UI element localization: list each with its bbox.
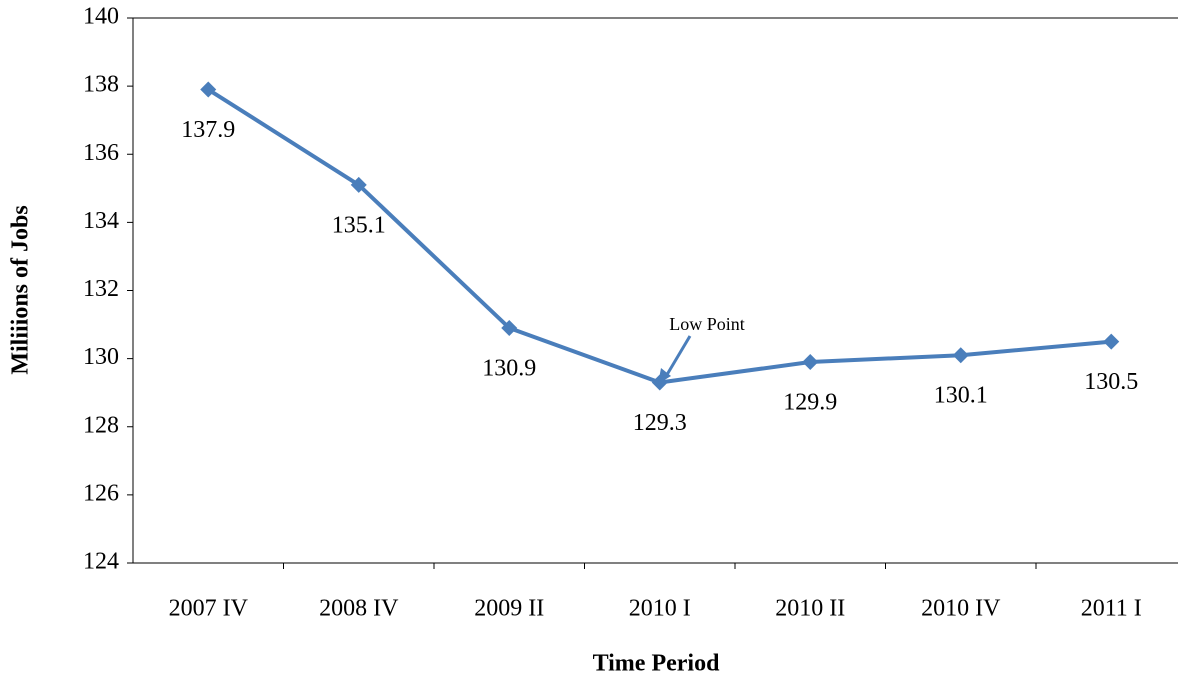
x-tick-label: 2010 II [775, 596, 845, 622]
y-tick-label: 138 [83, 72, 119, 98]
x-tick-label: 2009 II [474, 596, 544, 622]
y-tick-label: 126 [83, 480, 119, 506]
y-tick-label: 128 [83, 412, 119, 438]
data-label: 137.9 [181, 117, 235, 143]
x-tick-label: 2008 IV [319, 596, 399, 622]
x-tick-label: 2011 I [1081, 596, 1142, 622]
y-tick-label: 140 [83, 4, 119, 30]
data-label: 135.1 [332, 212, 386, 238]
marker [350, 176, 367, 193]
data-label: 129.9 [783, 390, 837, 416]
y-tick-label: 136 [83, 140, 119, 166]
x-axis-title: Time Period [593, 651, 721, 677]
data-label: 130.1 [934, 383, 988, 409]
marker [1103, 333, 1120, 350]
marker [200, 81, 217, 98]
annotation: Low Point [669, 314, 745, 334]
y-tick-label: 130 [83, 344, 119, 370]
annotation-arrow [663, 335, 692, 379]
data-label: 129.3 [633, 410, 687, 436]
y-tick-label: 124 [83, 549, 119, 575]
annotation-arrowhead [658, 368, 671, 384]
data-label: 130.5 [1084, 369, 1138, 395]
x-tick-label: 2007 IV [169, 596, 249, 622]
marker [802, 354, 819, 371]
x-tick-label: 2010 IV [921, 596, 1001, 622]
y-axis-title: Miliiions of Jobs [8, 205, 34, 374]
y-tick-label: 132 [83, 276, 119, 302]
marker [501, 319, 518, 336]
x-tick-label: 2010 I [629, 596, 691, 622]
data-label: 130.9 [482, 355, 536, 381]
y-tick-label: 134 [83, 208, 119, 234]
marker [952, 347, 969, 364]
